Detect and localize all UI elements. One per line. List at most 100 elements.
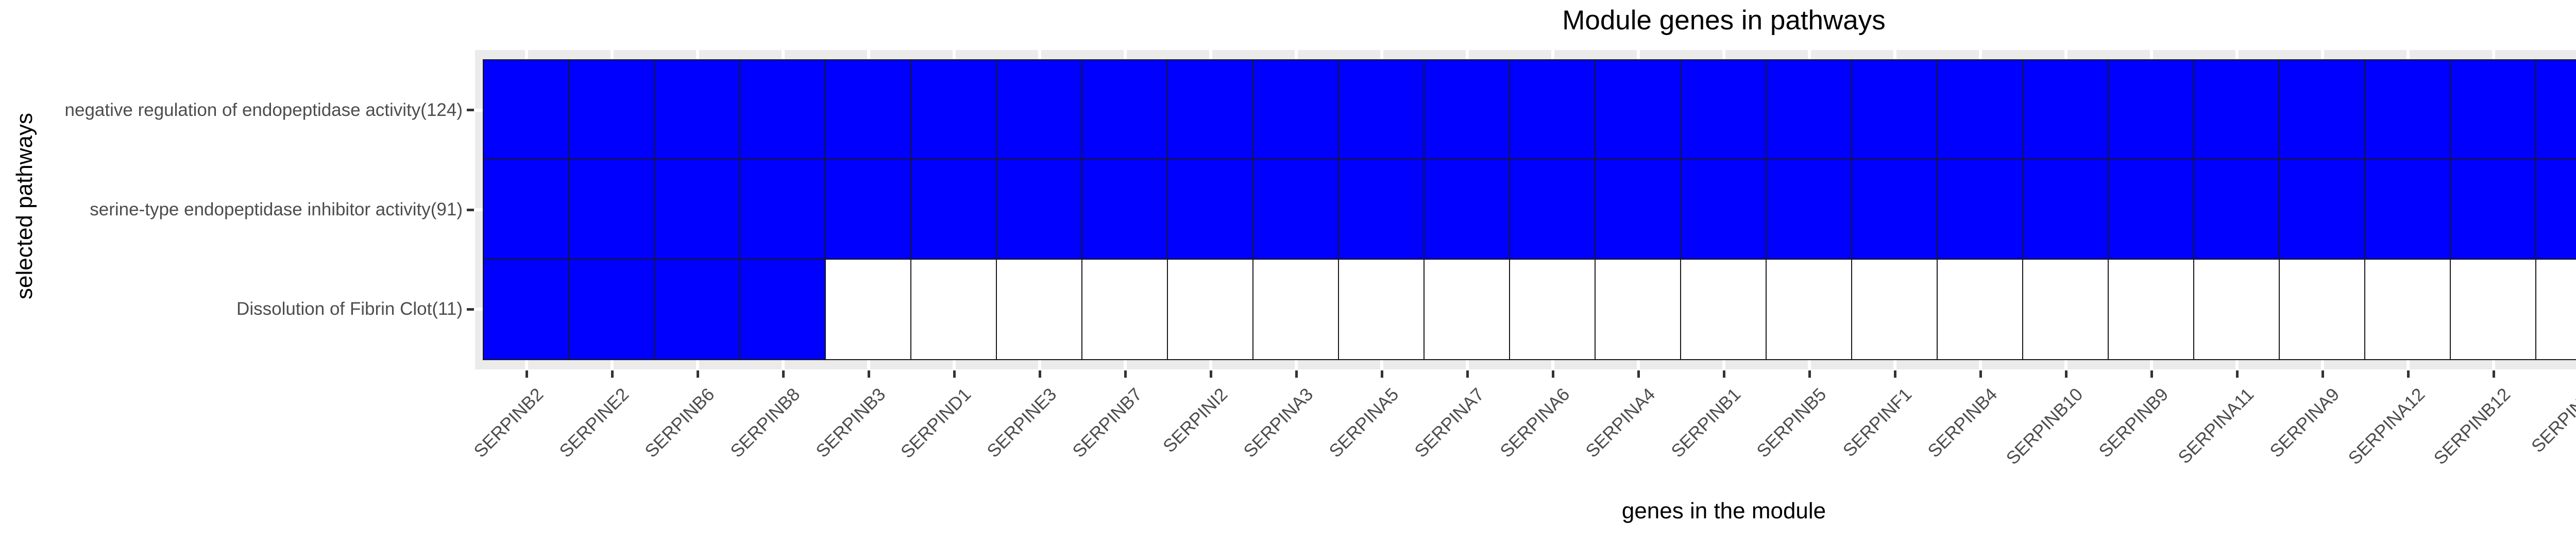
heatmap-cell (1767, 160, 1852, 260)
heatmap-cell (1253, 60, 1339, 160)
heatmap-cell (2536, 160, 2576, 260)
heatmap-cell (997, 160, 1082, 260)
x-tick-mark (2064, 370, 2067, 378)
x-tick-mark (611, 370, 614, 378)
heatmap-cell (2365, 259, 2451, 359)
heatmap-cell (1767, 60, 1852, 160)
heatmap-cell (1596, 160, 1681, 260)
heatmap-cell (569, 259, 655, 359)
heatmap-cell (484, 60, 569, 160)
x-tick-mark (1722, 370, 1725, 378)
heatmap-cell (2365, 160, 2451, 260)
x-tick-mark (1979, 370, 1982, 378)
heatmap-cell (1425, 160, 1510, 260)
y-axis-label: negative regulation of endopeptidase act… (64, 99, 463, 120)
heatmap-cell (1082, 259, 1168, 359)
heatmap-cell (2109, 160, 2194, 260)
heatmap-cell (1253, 259, 1339, 359)
heatmap-cell (740, 259, 826, 359)
heatmap-cell (2280, 60, 2365, 160)
x-tick-mark (1466, 370, 1469, 378)
heatmap-cell (1168, 259, 1253, 359)
heatmap-cell (826, 160, 911, 260)
x-tick-mark (1808, 370, 1811, 378)
x-tick-mark (2150, 370, 2153, 378)
x-tick-mark (1893, 370, 1896, 378)
heatmap-cell (911, 60, 997, 160)
y-tick-mark (467, 308, 474, 311)
heatmap-cell (1425, 60, 1510, 160)
heatmap-cell (1938, 60, 2023, 160)
heatmap-cell (1425, 259, 1510, 359)
heatmap-cell (1852, 259, 1938, 359)
heatmap-cell (1339, 259, 1425, 359)
heatmap-cell (1339, 60, 1425, 160)
heatmap-cell (569, 60, 655, 160)
heatmap-cell (2280, 259, 2365, 359)
heatmap-cell (2109, 60, 2194, 160)
y-axis-label: serine-type endopeptidase inhibitor acti… (90, 199, 463, 219)
heatmap-cell (911, 259, 997, 359)
heatmap-cell (1510, 259, 1596, 359)
heatmap-cell (1082, 160, 1168, 260)
heatmap-cell (1596, 60, 1681, 160)
x-tick-mark (2492, 370, 2495, 378)
heatmap-cell (484, 259, 569, 359)
heatmap-cell (1681, 259, 1767, 359)
x-tick-mark (2235, 370, 2239, 378)
heatmap-cell (2023, 259, 2109, 359)
heatmap-cell (1168, 60, 1253, 160)
heatmap-cell (1168, 160, 1253, 260)
heatmap-cell (1681, 160, 1767, 260)
x-tick-mark (1209, 370, 1212, 378)
x-tick-mark (1038, 370, 1041, 378)
x-tick-mark (696, 370, 699, 378)
x-tick-mark (1295, 370, 1298, 378)
heatmap-cell (740, 60, 826, 160)
heatmap-cell (2194, 259, 2280, 359)
heatmap-cell (569, 160, 655, 260)
heatmap-cell (2109, 259, 2194, 359)
y-tick-mark (467, 109, 474, 112)
x-tick-mark (867, 370, 870, 378)
heatmap-cell (911, 160, 997, 260)
heatmap-cell (2451, 160, 2536, 260)
y-tick-mark (467, 208, 474, 211)
heatmap-cell (1767, 259, 1852, 359)
heatmap-cell (826, 259, 911, 359)
x-axis-title: genes in the module (1621, 498, 1826, 523)
heatmap-cell (2536, 60, 2576, 160)
heatmap-cell (1681, 60, 1767, 160)
heatmap-cell (997, 60, 1082, 160)
heatmap-cell (2194, 160, 2280, 260)
heatmap-cell (1852, 160, 1938, 260)
heatmap-cell (1510, 60, 1596, 160)
y-axis-label: Dissolution of Fibrin Clot(11) (236, 299, 463, 319)
heatmap-cell (2451, 259, 2536, 359)
plot-panel (475, 50, 2576, 369)
x-tick-mark (1124, 370, 1127, 378)
heatmap-cell (484, 160, 569, 260)
heatmap-cell (2536, 259, 2576, 359)
y-axis-title: selected pathways (12, 113, 37, 299)
heatmap-cell (2023, 160, 2109, 260)
x-tick-mark (1637, 370, 1640, 378)
heatmap-cell (1082, 60, 1168, 160)
x-tick-mark (953, 370, 956, 378)
heatmap-cell (655, 160, 740, 260)
heatmap-cell (655, 60, 740, 160)
heatmap-cell (2280, 160, 2365, 260)
x-tick-mark (2406, 370, 2410, 378)
heatmap-cell (2194, 60, 2280, 160)
heatmap-cell (1510, 160, 1596, 260)
heatmap-cell (826, 60, 911, 160)
x-tick-mark (2321, 370, 2324, 378)
heatmap-cell (997, 259, 1082, 359)
heatmap-cell (1596, 259, 1681, 359)
heatmap-cell (1852, 60, 1938, 160)
heatmap-cell (1339, 160, 1425, 260)
x-tick-mark (782, 370, 785, 378)
heatmap-cell (740, 160, 826, 260)
heatmap-cell (2023, 60, 2109, 160)
